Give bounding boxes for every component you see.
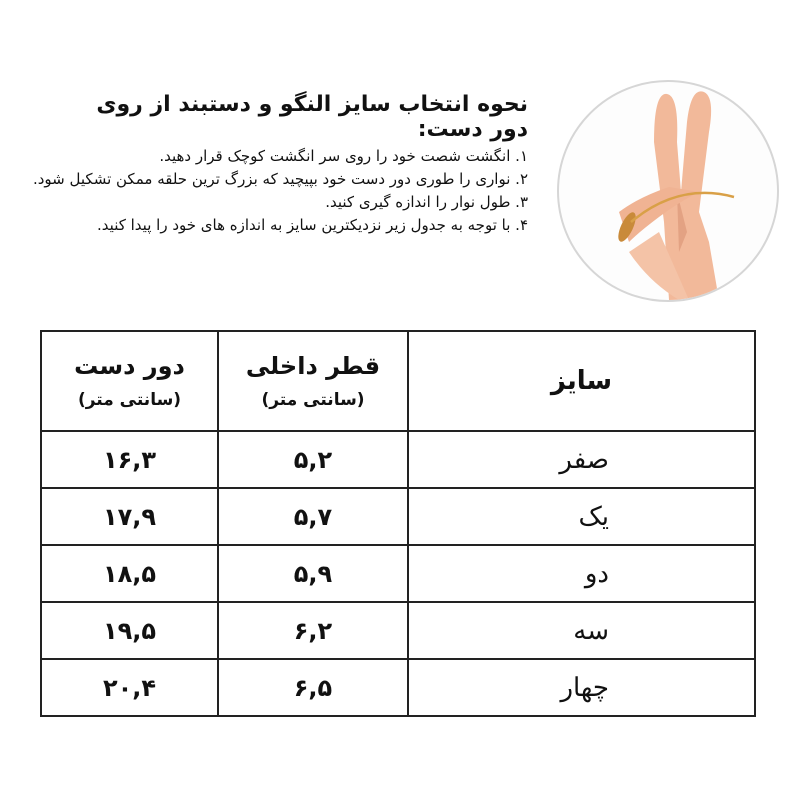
wrist-cell: ۱۸,۵	[40, 544, 219, 603]
inner-cell: ۵,۲	[217, 430, 409, 489]
table-row: صفر ۵,۲ ۱۶,۳	[40, 430, 756, 489]
header-wrist-unit: (سانتی متر)	[77, 390, 182, 410]
inner-cell: ۶,۵	[217, 658, 409, 717]
size-cell: سه	[407, 601, 756, 660]
inner-cell: ۵,۷	[217, 487, 409, 546]
size-cell: چهار	[407, 658, 756, 717]
instruction-list: ۱. انگشت شصت خود را روی سر انگشت کوچک قر…	[28, 145, 528, 237]
header-wrist: دور دست (سانتی متر)	[40, 330, 219, 432]
header-inner-unit: (سانتی متر)	[261, 390, 365, 410]
header-wrist-label: دور دست	[74, 352, 185, 380]
table-row: دو ۵,۹ ۱۸,۵	[40, 544, 756, 603]
inner-cell: ۵,۹	[217, 544, 409, 603]
page-title: نحوه انتخاب سایز النگو و دستبند از روی د…	[96, 92, 528, 142]
step-1: ۱. انگشت شصت خود را روی سر انگشت کوچک قر…	[159, 147, 528, 165]
wrist-cell: ۱۷,۹	[40, 487, 219, 546]
table-header-row: سایز قطر داخلی (سانتی متر) دور دست (سانتی …	[40, 330, 756, 432]
hand-icon	[618, 91, 735, 300]
step-2: ۲. نواری را طوری دور دست خود بپیچید که ب…	[32, 170, 528, 188]
size-cell: دو	[407, 544, 756, 603]
step-4: ۴. با توجه به جدول زیر نزدیکترین سایز به…	[97, 216, 528, 234]
wrist-cell: ۲۰,۴	[40, 658, 219, 717]
header-size: سایز	[407, 330, 756, 432]
header-size-label: سایز	[550, 366, 613, 396]
step-3: ۳. طول نوار را اندازه گیری کنید.	[325, 193, 528, 211]
header-inner-diameter: قطر داخلی (سانتی متر)	[217, 330, 409, 432]
inner-cell: ۶,۲	[217, 601, 409, 660]
size-table: سایز قطر داخلی (سانتی متر) دور دست (سانتی …	[40, 330, 756, 717]
size-cell: صفر	[407, 430, 756, 489]
wrist-cell: ۱۹,۵	[40, 601, 219, 660]
size-cell: یک	[407, 487, 756, 546]
wrist-cell: ۱۶,۳	[40, 430, 219, 489]
hand-measuring-photo	[557, 80, 779, 302]
header-inner-label: قطر داخلی	[245, 352, 381, 380]
table-row: چهار ۶,۵ ۲۰,۴	[40, 658, 756, 717]
table-row: سه ۶,۲ ۱۹,۵	[40, 601, 756, 660]
table-row: یک ۵,۷ ۱۷,۹	[40, 487, 756, 546]
